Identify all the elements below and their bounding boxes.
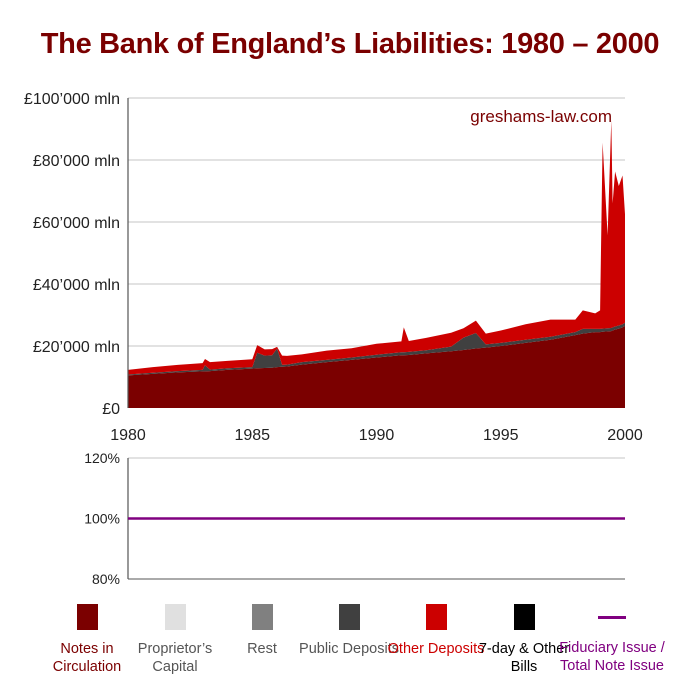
legend-label: 7-day & Other Bills	[478, 641, 570, 675]
legend-label: Proprietor’s Capital	[137, 641, 213, 675]
legend-label: Other Deposits	[387, 641, 485, 657]
watermark: greshams-law.com	[470, 107, 612, 126]
legend-label: Notes in Circulation	[52, 641, 122, 675]
legend-item: Notes in Circulation	[32, 604, 142, 676]
y-tick-label: £100’000 mln	[24, 91, 120, 108]
x-tick-label: 2000	[607, 427, 643, 444]
y-tick-label: £80’000 mln	[33, 153, 120, 170]
y-tick-label: £20’000 mln	[33, 339, 120, 356]
y-tick-label: £0	[102, 401, 120, 418]
area-notes-in-circulation	[128, 325, 625, 408]
area-other-deposits	[128, 120, 625, 375]
legend-item: Rest	[207, 604, 317, 658]
legend-swatch	[598, 616, 626, 619]
legend-swatch	[164, 604, 186, 630]
x-tick-label: 1980	[110, 427, 146, 444]
x-tick-label: 1985	[234, 427, 270, 444]
y-tick-label: £60’000 mln	[33, 215, 120, 232]
chart-title: The Bank of England’s Liabilities: 1980 …	[40, 28, 660, 60]
x-tick-label: 1990	[359, 427, 395, 444]
y-tick-label: 100%	[84, 511, 120, 527]
y-tick-label: £40’000 mln	[33, 277, 120, 294]
legend-swatch	[425, 604, 447, 630]
legend-swatch	[513, 604, 535, 630]
legend-item: Fiduciary Issue / Total Note Issue	[557, 604, 667, 675]
liabilities-chart: £0 £20’000 mln £40’000 mln £60’000 mln £80’0…	[24, 91, 643, 587]
y-tick-label: 120%	[84, 450, 120, 466]
legend-label: Rest	[247, 641, 277, 657]
legend-label: Fiduciary Issue / Total Note Issue	[559, 640, 665, 674]
x-tick-label: 1995	[483, 427, 519, 444]
legend-item: Other Deposits	[381, 604, 491, 658]
legend-item: Public Deposits	[294, 604, 404, 658]
y-tick-label: 80%	[92, 571, 120, 587]
legend-item: 7-day & Other Bills	[469, 604, 579, 676]
legend-swatch	[251, 604, 273, 630]
legend-label: Public Deposits	[299, 641, 399, 657]
legend-swatch	[338, 604, 360, 630]
legend-swatch	[76, 604, 98, 630]
legend-item: Proprietor’s Capital	[120, 604, 230, 676]
